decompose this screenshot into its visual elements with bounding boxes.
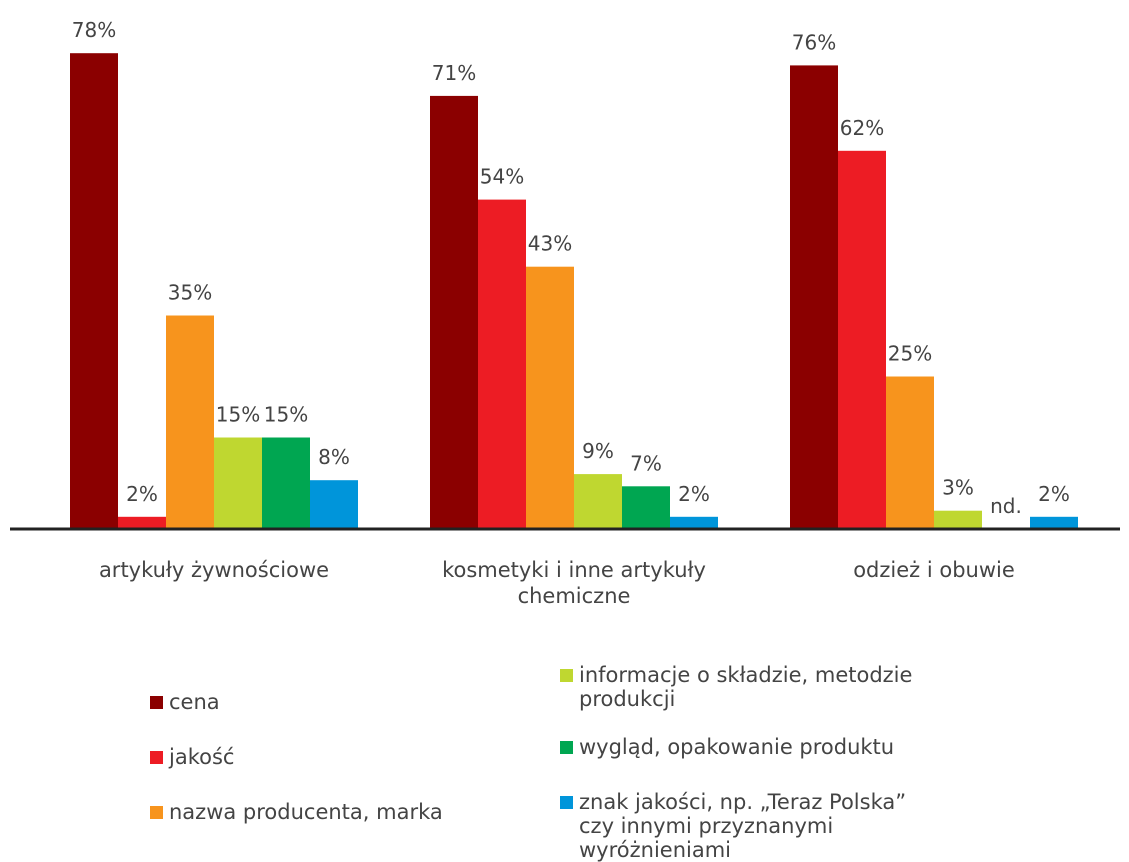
legend-item: jakość bbox=[150, 745, 550, 769]
chart: 78% 2% 35% 15% 15% 8% 71% 54% 43% 9% 7% 2% 76% 62% 25%… bbox=[10, 18, 1120, 531]
value-label: 43% bbox=[528, 232, 572, 256]
value-label: 7% bbox=[630, 451, 662, 475]
bar bbox=[670, 516, 718, 529]
bar bbox=[214, 437, 262, 529]
value-label: 15% bbox=[264, 403, 308, 427]
bar bbox=[1030, 516, 1078, 529]
bar bbox=[526, 266, 574, 529]
value-label: 54% bbox=[480, 165, 524, 189]
value-label: 2% bbox=[1038, 482, 1070, 506]
category-label: kosmetyki i inne artykuły chemiczne bbox=[442, 558, 706, 608]
bar bbox=[118, 516, 166, 529]
legend-swatch bbox=[150, 751, 163, 764]
category-label: odzież i obuwie bbox=[853, 558, 1015, 582]
legend-swatch bbox=[150, 806, 163, 819]
value-label: 25% bbox=[888, 342, 932, 366]
legend-label: wygląd, opakowanie produktu bbox=[579, 735, 895, 759]
bar bbox=[934, 510, 982, 529]
legend-item: cena bbox=[150, 690, 550, 714]
page: 78% 2% 35% 15% 15% 8% 71% 54% 43% 9% 7% 2% 76% 62% 25%… bbox=[10, 18, 1120, 862]
value-label: 76% bbox=[792, 30, 836, 54]
bar bbox=[70, 53, 118, 529]
bar bbox=[838, 150, 886, 530]
legend-swatch bbox=[560, 669, 573, 682]
bar bbox=[886, 376, 934, 529]
category-label: artykuły żywnościowe bbox=[98, 558, 330, 582]
legend-label: jakość bbox=[169, 745, 235, 769]
bar bbox=[166, 315, 214, 529]
bar bbox=[790, 65, 838, 530]
value-label: nd. bbox=[990, 494, 1022, 518]
legend-label: znak jakości, np. „Teraz Polska” czy inn… bbox=[579, 790, 907, 862]
bar bbox=[478, 199, 526, 529]
value-label: 71% bbox=[432, 61, 476, 85]
legend-item: nazwa producenta, marka bbox=[150, 800, 550, 824]
bar bbox=[310, 480, 358, 529]
legend-label: nazwa producenta, marka bbox=[169, 800, 443, 824]
value-label: 78% bbox=[72, 18, 116, 42]
value-label: 15% bbox=[216, 403, 260, 427]
bar bbox=[262, 437, 310, 529]
bar bbox=[574, 474, 622, 529]
legend-item: wygląd, opakowanie produktu bbox=[560, 735, 940, 759]
value-label: 2% bbox=[678, 482, 710, 506]
legend-item: znak jakości, np. „Teraz Polska” czy inn… bbox=[560, 790, 940, 862]
legend-swatch bbox=[560, 796, 573, 809]
bar bbox=[622, 486, 670, 529]
value-label: 3% bbox=[942, 476, 974, 500]
legend-label: cena bbox=[169, 690, 220, 714]
value-label: 35% bbox=[168, 281, 212, 305]
legend-label: informacje o składzie, metodzie produkcj… bbox=[579, 663, 913, 711]
value-label: 62% bbox=[840, 116, 884, 140]
value-label: 8% bbox=[318, 445, 350, 469]
value-label: 9% bbox=[582, 439, 614, 463]
legend-swatch bbox=[150, 696, 163, 709]
legend-swatch bbox=[560, 741, 573, 754]
bar bbox=[430, 95, 478, 530]
value-label: 2% bbox=[126, 482, 158, 506]
legend-item: informacje o składzie, metodzie produkcj… bbox=[560, 663, 940, 711]
